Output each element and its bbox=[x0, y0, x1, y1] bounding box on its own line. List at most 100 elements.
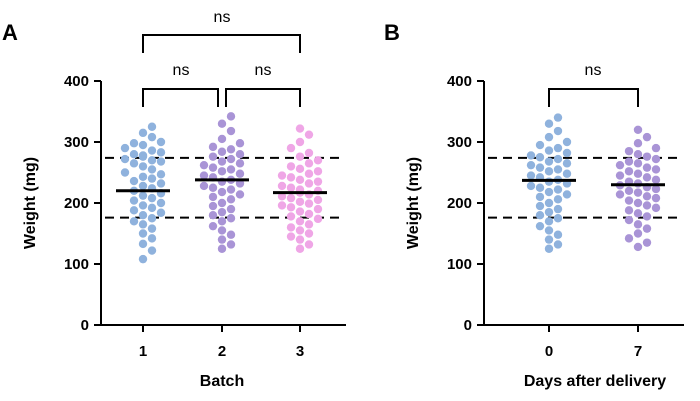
panel-b-data-point-7 bbox=[633, 220, 643, 229]
panel-a-data-point-2 bbox=[217, 157, 227, 166]
panel-a-data-point-2 bbox=[217, 244, 227, 253]
panel-b-data-point-0 bbox=[544, 226, 554, 235]
panel-b-data-point-7 bbox=[651, 175, 661, 185]
panel-a-data-point-1 bbox=[156, 198, 166, 208]
panel-a-y-ticks: 0 100 200 300 400 bbox=[64, 73, 101, 334]
panel-a-data-point-2 bbox=[226, 112, 236, 121]
panel-a-data-point-3 bbox=[304, 199, 314, 208]
panel-b-data-point-0 bbox=[553, 195, 563, 204]
panel-b-data-point-7 bbox=[642, 173, 652, 182]
panel-a-data-point-1 bbox=[138, 239, 148, 249]
panel-a-data-point-3 bbox=[313, 167, 323, 176]
panel-a-data-point-2 bbox=[217, 226, 227, 235]
panel-a-data-point-3 bbox=[286, 183, 296, 192]
panel-a-data-point-2 bbox=[226, 204, 236, 214]
panel-b-data-point-0 bbox=[544, 198, 554, 208]
panel-b-letter: B bbox=[384, 20, 400, 45]
panel-a-data-point-1 bbox=[138, 201, 148, 210]
panel-a-y-tick-label: 300 bbox=[64, 134, 89, 151]
panel-b-data-point-0 bbox=[553, 113, 563, 122]
panel-a-data-point-3 bbox=[295, 175, 305, 185]
panel-b-data-point-7 bbox=[651, 165, 661, 174]
panel-a-data-point-1 bbox=[138, 211, 148, 220]
panel-b-y-tick-label: 200 bbox=[447, 195, 472, 212]
panel-b-data-point-7 bbox=[615, 160, 625, 170]
panel-a-x-axis-title: Batch bbox=[200, 373, 244, 390]
panel-a-data-point-3 bbox=[286, 203, 296, 212]
panel-a-data-point-3 bbox=[304, 209, 314, 219]
panel-b-y-tick-label: 0 bbox=[464, 317, 472, 334]
panel-a-data-point-3 bbox=[295, 244, 305, 253]
panel-a-data-point-3 bbox=[313, 195, 323, 205]
panel-b-data-point-0 bbox=[526, 181, 536, 191]
panel-a-data-point-3 bbox=[277, 201, 287, 210]
panel-a-data-point-3 bbox=[295, 152, 305, 161]
panel-a-data-point-3 bbox=[295, 197, 305, 206]
panel-a-x-ticks: 1 2 3 bbox=[139, 325, 304, 360]
panel-b-data-point-0 bbox=[535, 192, 545, 202]
panel-a-data-point-3 bbox=[277, 192, 287, 201]
panel-b-x-tick-label: 7 bbox=[634, 343, 642, 360]
panel-b-y-tick-label: 400 bbox=[447, 73, 472, 90]
panel-b-data-point-0 bbox=[544, 132, 554, 142]
panel-b-data-point-7 bbox=[642, 212, 652, 221]
panel-a-x-tick-label: 3 bbox=[296, 343, 304, 360]
panel-b-data-point-0 bbox=[535, 201, 545, 211]
panel-b-data-point-0 bbox=[544, 167, 554, 176]
panel-a-data-point-3 bbox=[295, 124, 305, 133]
panel-a-y-tick-label: 200 bbox=[64, 195, 89, 212]
panel-a-data-point-1 bbox=[147, 174, 157, 183]
panel-a-data-point-2 bbox=[217, 207, 227, 217]
panel-a-data-point-1 bbox=[156, 179, 166, 188]
panel-a-data-point-3 bbox=[286, 232, 296, 241]
panel-a-data-point-1 bbox=[147, 122, 157, 131]
panel-b-data-point-7 bbox=[633, 150, 643, 159]
panel-b-data-point-7 bbox=[633, 169, 643, 178]
panel-a-data-point-1 bbox=[129, 217, 139, 226]
panel-a-data-point-3 bbox=[313, 177, 323, 186]
panel-b-data-point-7 bbox=[651, 143, 661, 153]
panel-a-plot-area bbox=[105, 112, 344, 264]
panel-a-data-point-1 bbox=[147, 193, 157, 203]
panel-b-y-axis-title: Weight (mg) bbox=[405, 157, 422, 249]
panel-a-data-point-3 bbox=[304, 130, 314, 139]
panel-a-y-tick-label: 400 bbox=[64, 73, 89, 90]
panel-a-data-point-3 bbox=[295, 164, 305, 174]
panel-b-data-point-7 bbox=[615, 171, 625, 180]
panel-a-data-point-2 bbox=[226, 240, 236, 249]
panel-b-data-point-7 bbox=[624, 157, 634, 166]
panel-b-data-point-7 bbox=[624, 215, 634, 225]
panel-a-data-point-1 bbox=[156, 148, 166, 157]
panel-a-data-point-1 bbox=[120, 168, 130, 177]
panel-a-data-point-1 bbox=[147, 156, 157, 165]
panel-a-data-point-2 bbox=[199, 171, 209, 180]
panel-b-data-point-0 bbox=[544, 119, 554, 128]
panel-b-data-point-7 bbox=[642, 238, 652, 247]
panel-a-x-tick-label: 1 bbox=[139, 343, 147, 360]
panel-b-data-point-0 bbox=[526, 171, 536, 180]
panel-a-data-point-1 bbox=[138, 181, 148, 191]
panel-a-data-point-2 bbox=[217, 235, 227, 244]
panel-b-data-point-0 bbox=[526, 160, 536, 170]
panel-a-data-point-2 bbox=[235, 139, 245, 148]
panel-b-data-point-0 bbox=[535, 163, 545, 172]
panel-b-data-point-0 bbox=[535, 183, 545, 192]
panel-b-data-point-0 bbox=[544, 235, 554, 244]
ns-label-batch-1-vs-3: ns bbox=[214, 9, 231, 26]
panel-a-y-axis-title: Weight (mg) bbox=[22, 157, 39, 249]
panel-a-letter: A bbox=[2, 20, 18, 45]
panel-b-data-point-0 bbox=[553, 204, 563, 214]
panel-b-data-point-0 bbox=[553, 230, 563, 239]
panel-a-data-point-1 bbox=[156, 137, 166, 147]
panel-b-data-point-7 bbox=[633, 209, 643, 218]
panel-a-data-point-3 bbox=[286, 143, 296, 153]
panel-b-data-point-0 bbox=[535, 221, 545, 231]
panel-a-data-point-3 bbox=[295, 226, 305, 235]
panel-b-data-point-7 bbox=[624, 196, 634, 205]
panel-b-data-point-0 bbox=[553, 126, 563, 136]
panel-b-data-point-7 bbox=[633, 139, 643, 148]
panel-a-y-tick-label: 0 bbox=[81, 317, 89, 334]
panel-b-data-point-7 bbox=[633, 198, 643, 208]
panel-a-data-point-3 bbox=[304, 169, 314, 178]
